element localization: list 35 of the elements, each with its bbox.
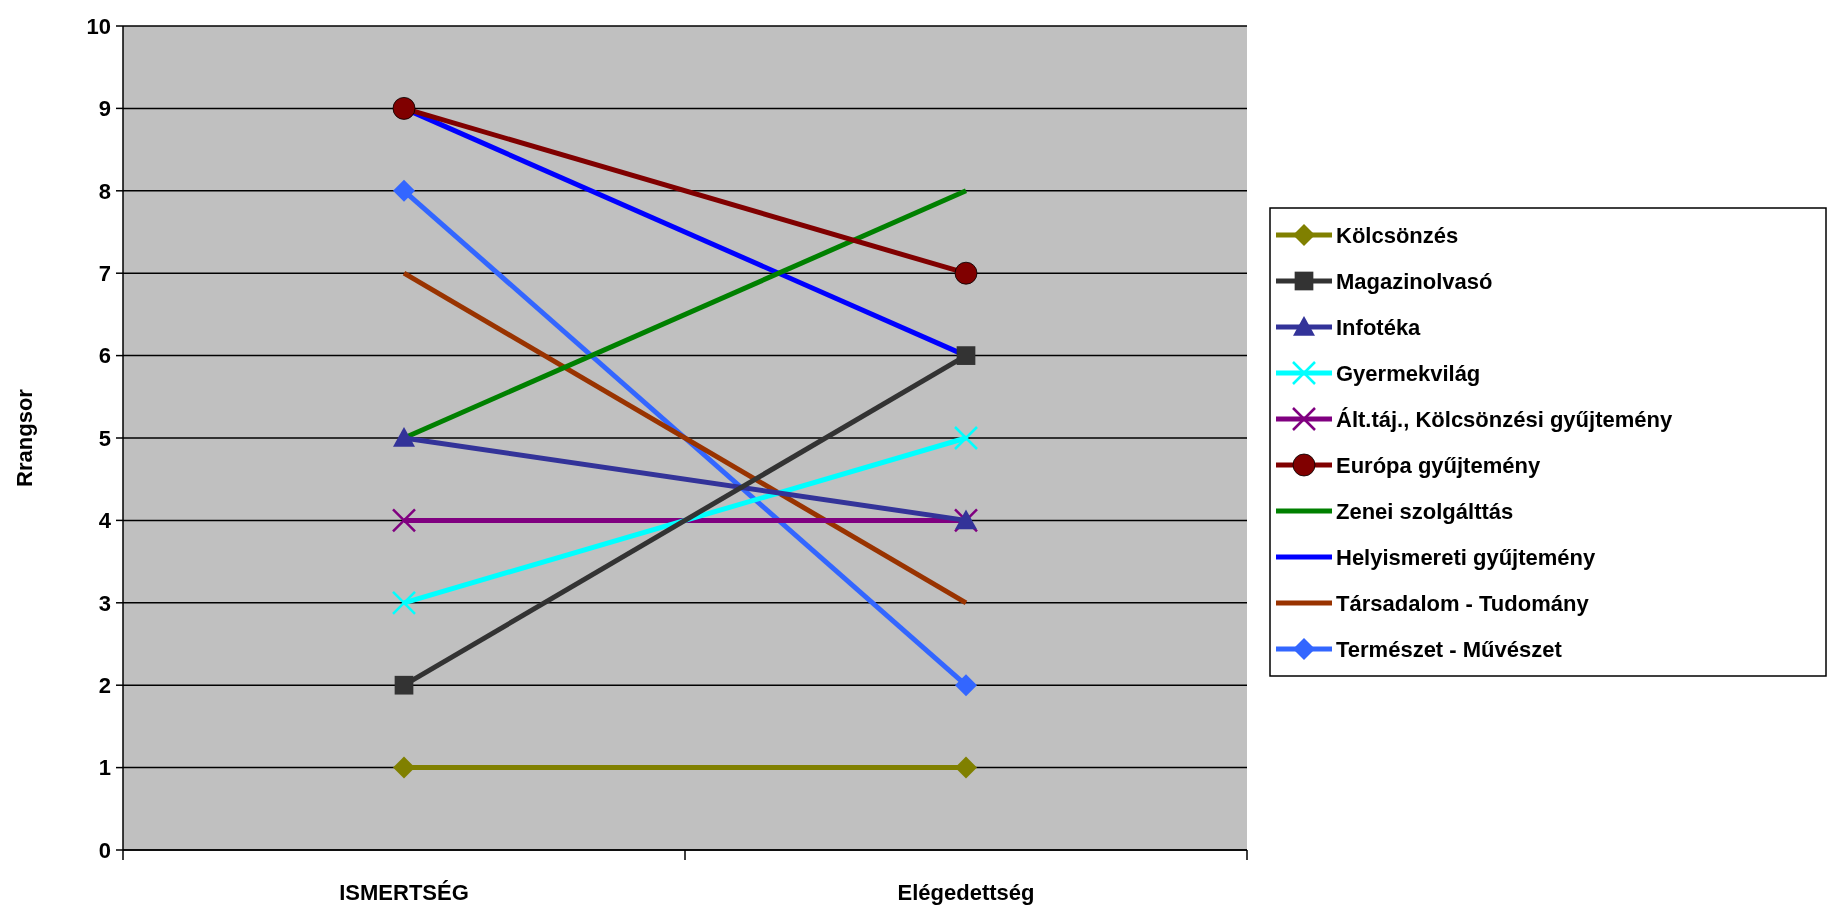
y-tick-label: 3 [98,590,111,616]
y-tick-label: 1 [98,755,111,781]
legend-label: Magazinolvasó [1336,268,1493,294]
legend-label: Kölcsönzés [1336,222,1459,248]
x-tick-label: ISMERTSÉG [339,880,469,905]
y-tick-label: 2 [98,672,111,698]
y-tick-label: 8 [98,178,111,204]
y-tick-label: 6 [98,343,111,369]
y-tick-label: 0 [98,837,111,863]
point [391,590,417,616]
point [393,756,415,779]
y-tick-label: 5 [98,425,111,451]
x-tick-label: Elégedettség [897,880,1035,905]
point [391,508,417,533]
point [392,97,416,120]
y-tick-label: 4 [98,508,112,534]
point [955,674,977,697]
legend-label: Gyermekvilág [1336,360,1481,386]
point [394,675,414,695]
legend-label: Társadalom - Tudomány [1336,590,1590,616]
y-axis-title: Rrangsor [12,388,37,487]
point [953,425,979,451]
y-tick-label: 9 [98,96,111,122]
point [955,756,977,779]
y-tick-label: 7 [98,260,111,286]
point [956,346,976,365]
legend-label: Természet - Művészet [1336,636,1563,662]
legend-label: Európa gyűjtemény [1336,452,1541,478]
legend-label: Ált.táj., Kölcsönzési gyűjtemény [1336,406,1673,432]
legend-label: Infotéka [1336,314,1422,340]
legend-label: Helyismereti gyűjtemény [1336,544,1596,570]
legend-label: Zenei szolgálttás [1336,498,1514,524]
y-tick-label: 10 [86,13,111,39]
point [954,261,978,285]
point [393,179,415,202]
